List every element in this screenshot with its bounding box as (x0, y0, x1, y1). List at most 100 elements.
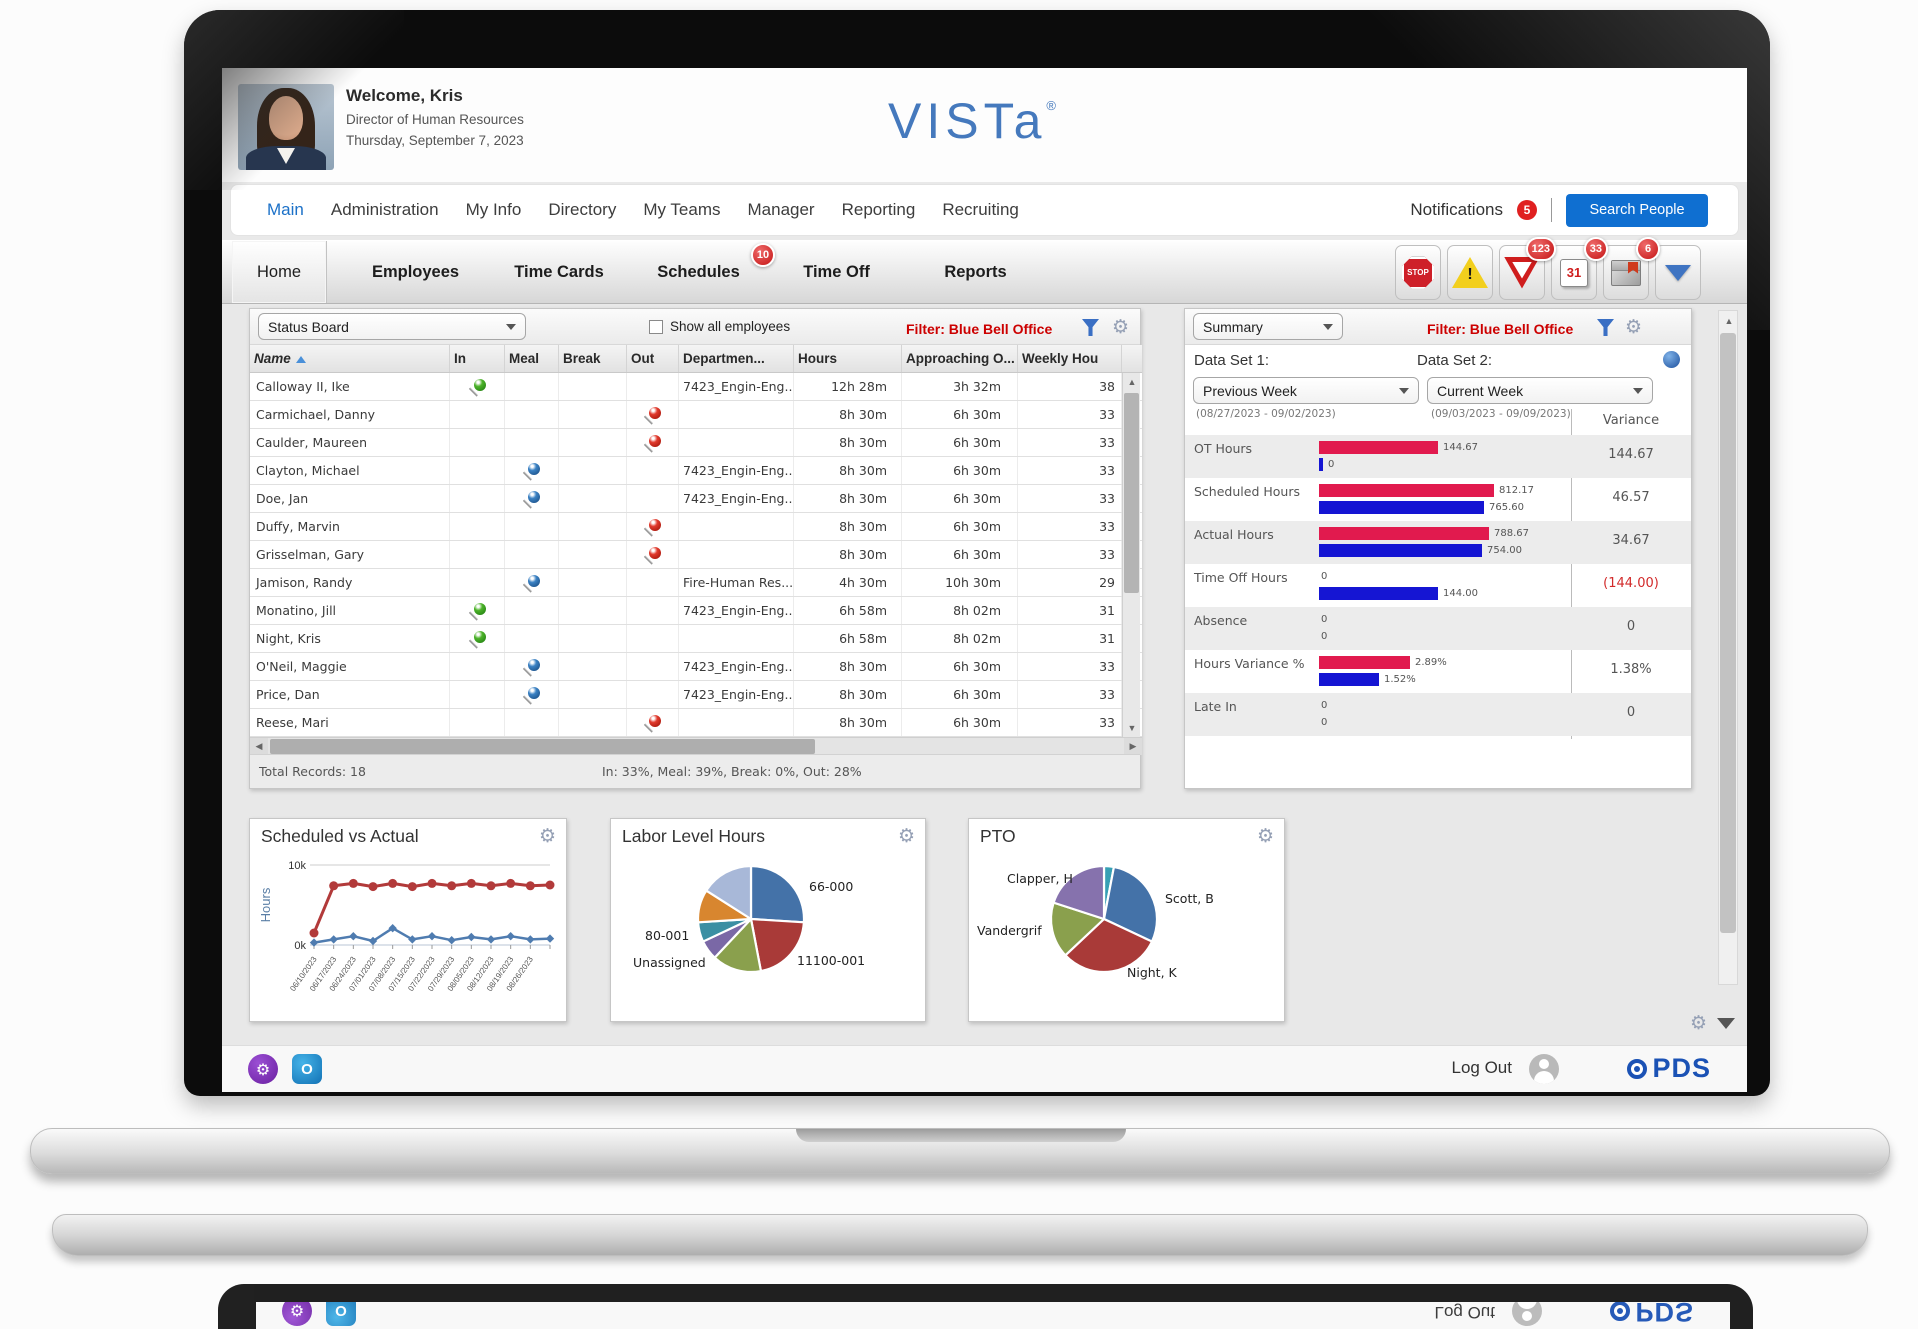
table-row[interactable]: Caulder, Maureen 8h 30m 6h 30m 33 (250, 429, 1142, 457)
tab-reports[interactable]: Reports (944, 262, 1007, 281)
gear-icon[interactable]: ⚙ (897, 825, 915, 847)
pin-out-icon (644, 715, 661, 732)
column-header[interactable]: Weekly Hou (1018, 345, 1122, 372)
welcome-block: Welcome, Kris Director of Human Resource… (346, 86, 524, 148)
nav-item-manager[interactable]: Manager (747, 200, 815, 219)
scrollbar-thumb[interactable] (270, 739, 815, 754)
more-button[interactable] (1655, 245, 1701, 300)
scroll-left-icon[interactable]: ◀ (250, 738, 268, 755)
chart-icon[interactable] (1663, 351, 1680, 368)
filter-icon[interactable] (1082, 319, 1099, 336)
stop-button[interactable]: STOP (1395, 245, 1441, 300)
dataset1-bar (1319, 484, 1494, 497)
calendar-button[interactable]: 31 33 (1551, 237, 1608, 300)
table-row[interactable]: Calloway II, Ike 7423_Engin-Eng... 12h 28m… (250, 373, 1142, 401)
scroll-up-icon[interactable]: ▲ (1127, 377, 1137, 387)
hours-cell: 8h 30m (794, 429, 902, 456)
scroll-up-icon[interactable]: ▲ (1724, 316, 1734, 326)
tab-home[interactable]: Home (232, 241, 327, 303)
nav-item-directory[interactable]: Directory (548, 200, 617, 219)
column-header[interactable]: Approaching O... (902, 345, 1018, 372)
yield-button[interactable]: 123 (1499, 237, 1556, 300)
in-cell (450, 373, 505, 400)
scrollbar-thumb[interactable] (1124, 393, 1139, 593)
dataset1-week-select[interactable]: Previous Week (1193, 377, 1419, 404)
table-vertical-scrollbar[interactable]: ▲ ▼ (1122, 373, 1140, 737)
table-row[interactable]: Jamison, Randy Fire-Human Res... 4h 30m 10h… (250, 569, 1142, 597)
out-cell (627, 401, 679, 428)
logout-button[interactable]: Log Out (1451, 1058, 1513, 1077)
nav-item-reporting[interactable]: Reporting (841, 200, 916, 219)
nav-item-main[interactable]: Main (267, 200, 304, 219)
nav-item-administration[interactable]: Administration (330, 200, 439, 219)
table-row[interactable]: Grisselman, Gary 8h 30m 6h 30m 33 (250, 541, 1142, 569)
table-row[interactable]: Night, Kris 6h 58m 8h 02m 31 (250, 625, 1142, 653)
table-row[interactable]: Clayton, Michael 7423_Engin-Eng... 8h 30m 6… (250, 457, 1142, 485)
table-row[interactable]: Doe, Jan 7423_Engin-Eng... 8h 30m 6h 30m 33 (250, 485, 1142, 513)
avatar[interactable] (238, 84, 334, 170)
nav-item-my-info[interactable]: My Info (465, 200, 522, 219)
table-row[interactable]: Monatino, Jill 7423_Engin-Eng... 6h 58m 8h … (250, 597, 1142, 625)
settings-gear-icon[interactable]: ⚙ (248, 1054, 278, 1084)
dataset2-week-select[interactable]: Current Week (1427, 377, 1653, 404)
user-icon[interactable] (1529, 1054, 1559, 1084)
show-all-checkbox[interactable] (649, 320, 663, 334)
search-people-button[interactable]: Search People (1566, 193, 1708, 227)
department-cell (679, 709, 794, 736)
column-header[interactable]: Break (559, 345, 627, 372)
gear-icon[interactable]: ⚙ (1625, 316, 1643, 338)
package-button[interactable]: 6 (1603, 237, 1660, 300)
hours-cell: 8h 30m (794, 485, 902, 512)
table-row[interactable]: Duffy, Marvin 8h 30m 6h 30m 33 (250, 513, 1142, 541)
chevron-down-icon[interactable] (1717, 1018, 1735, 1029)
gear-icon[interactable]: ⚙ (1256, 825, 1274, 847)
table-row[interactable]: O'Neil, Maggie 7423_Engin-Eng... 8h 30m 6h … (250, 653, 1142, 681)
gear-icon[interactable]: ⚙ (1689, 1012, 1707, 1034)
in-cell (450, 401, 505, 428)
column-header[interactable]: Meal (505, 345, 559, 372)
out-cell (627, 429, 679, 456)
pin-out-icon (644, 547, 661, 564)
department-cell: Fire-Human Res... (679, 569, 794, 596)
status-board-select[interactable]: Status Board (258, 313, 526, 340)
gear-icon[interactable]: ⚙ (1112, 316, 1130, 338)
table-row[interactable]: Reese, Mari 8h 30m 6h 30m 33 (250, 709, 1142, 737)
table-row[interactable]: Carmichael, Danny 8h 30m 6h 30m 33 (250, 401, 1142, 429)
column-header[interactable]: Departmen... (679, 345, 794, 372)
scheduled-vs-actual-widget: Scheduled vs Actual ⚙ 10k 0k Hours 06/10/20… (249, 818, 567, 1022)
table-horizontal-scrollbar[interactable]: ◀ ▶ (250, 737, 1142, 755)
tab-time-cards[interactable]: Time Cards (514, 262, 604, 281)
scroll-down-icon[interactable]: ▼ (1127, 723, 1137, 733)
filter-icon[interactable] (1597, 319, 1614, 336)
bar-value: 1.52% (1384, 674, 1416, 685)
break-cell (559, 541, 627, 568)
scroll-right-icon[interactable]: ▶ (1124, 738, 1142, 755)
approaching-cell: 6h 30m (902, 653, 1018, 680)
column-header[interactable]: Name (250, 345, 450, 372)
toolbar: STOP ! 123 31 33 6 (1395, 237, 1701, 301)
variance-divider (1571, 409, 1572, 739)
variance-value: 46.57 (1612, 490, 1650, 505)
summary-select[interactable]: Summary (1193, 313, 1343, 340)
bar-track: 812.17 765.60 (1319, 478, 1534, 521)
tab-schedules[interactable]: Schedules (657, 262, 740, 281)
table-row[interactable]: Price, Dan 7423_Engin-Eng... 8h 30m 6h 30m 3… (250, 681, 1142, 709)
column-header[interactable]: Out (627, 345, 679, 372)
tab-time-off[interactable]: Time Off (803, 262, 870, 281)
gear-icon[interactable]: ⚙ (538, 825, 556, 847)
outlook-icon[interactable]: O (292, 1054, 322, 1084)
warning-button[interactable]: ! (1447, 245, 1493, 300)
tab-employees[interactable]: Employees (371, 262, 460, 281)
meal-cell (505, 625, 559, 652)
meal-cell (505, 597, 559, 624)
bar-track: 2.89% 1.52% (1319, 650, 1494, 693)
name-cell: Grisselman, Gary (250, 541, 450, 568)
scrollbar-thumb[interactable] (1720, 333, 1736, 933)
column-header[interactable]: Hours (794, 345, 902, 372)
column-header[interactable]: In (450, 345, 505, 372)
nav-item-recruiting[interactable]: Recruiting (942, 200, 1019, 219)
summary-row-label: Time Off Hours (1194, 570, 1288, 585)
notifications-link[interactable]: Notifications (1410, 200, 1503, 219)
main-vertical-scrollbar[interactable]: ▲ (1718, 310, 1738, 985)
nav-item-my-teams[interactable]: My Teams (643, 200, 721, 219)
